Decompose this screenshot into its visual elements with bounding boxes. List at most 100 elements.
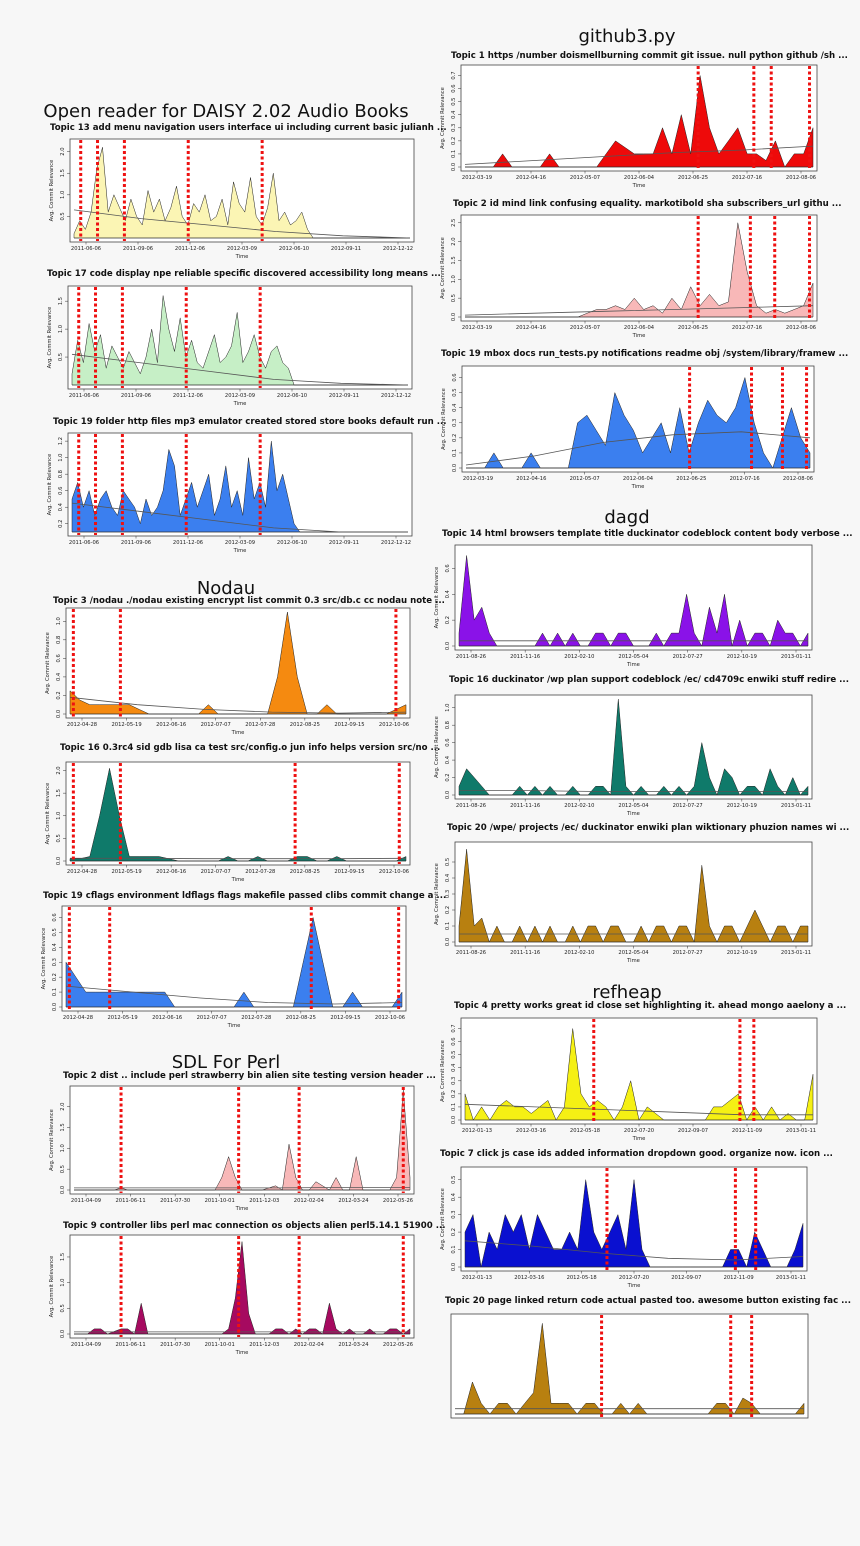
y-axis-label: Avg. Commit Relevance	[434, 863, 440, 925]
y-tick-label: 2.0	[451, 237, 457, 245]
x-tick-label: 2013-01-11	[781, 803, 811, 809]
y-axis-label: Avg. Commit Relevance	[49, 1109, 55, 1171]
y-tick-label: 0.2	[58, 520, 64, 528]
y-tick-label: 0.0	[451, 1263, 457, 1271]
x-tick-label: 2012-02-10	[564, 803, 594, 809]
y-tick-label: 0.6	[445, 564, 451, 572]
x-tick-label: 2012-06-10	[279, 246, 309, 252]
y-tick-label: 0.0	[445, 642, 451, 650]
y-axis-label: Avg. Commit Relevance	[440, 237, 446, 299]
y-axis-label: Avg. Commit Relevance	[45, 783, 51, 845]
y-axis-label: Avg. Commit Relevance	[440, 1188, 446, 1250]
x-tick-label: 2011-06-06	[69, 393, 99, 399]
y-tick-label: 0.2	[445, 773, 451, 781]
x-tick-label: 2011-09-06	[123, 246, 153, 252]
y-axis-label: Avg. Commit Relevance	[441, 388, 447, 450]
x-tick-label: 2012-04-16	[516, 175, 546, 181]
y-tick-label: 1.5	[60, 1123, 66, 1131]
x-tick-label: 2012-08-25	[286, 1015, 316, 1021]
y-tick-label: 0.6	[445, 739, 451, 747]
plot-frame	[454, 544, 813, 651]
x-tick-label: 2013-01-11	[781, 654, 811, 660]
x-tick-label: 2012-03-16	[516, 1128, 546, 1134]
trend-line	[465, 431, 811, 466]
y-tick-label: 0.6	[452, 373, 458, 381]
x-tick-label: 2012-06-04	[624, 325, 655, 331]
x-tick-label: 2011-12-03	[249, 1198, 279, 1204]
x-tick-label: 2012-07-27	[673, 803, 703, 809]
section-title-sdl: SDL For Perl	[171, 1052, 281, 1073]
area-series	[466, 377, 811, 469]
x-tick-label: 2012-09-07	[671, 1275, 701, 1281]
y-axis-label: Avg. Commit Relevance	[434, 567, 440, 629]
y-tick-label: 0.0	[52, 1003, 58, 1011]
y-tick-label: 0.6	[58, 487, 64, 495]
trend-line	[69, 696, 407, 714]
y-tick-label: 0.5	[451, 1051, 457, 1059]
chart-title: Topic 2 id mind link confusing equality.…	[453, 199, 842, 209]
x-tick-label: 2012-10-19	[727, 803, 757, 809]
y-axis-label: Avg. Commit Relevance	[440, 1040, 446, 1102]
y-tick-label: 1.2	[58, 437, 64, 445]
x-tick-label: 2012-05-04	[618, 654, 649, 660]
x-tick-label: 2012-03-16	[514, 1275, 544, 1281]
y-tick-label: 0.4	[445, 873, 451, 882]
x-tick-label: 2012-08-25	[290, 869, 320, 875]
x-tick-label: 2011-08-26	[456, 654, 486, 660]
y-tick-label: 1.0	[445, 704, 451, 712]
trend-line	[65, 985, 403, 1005]
x-tick-label: 2012-04-28	[63, 1015, 93, 1021]
x-tick-label: 2012-03-24	[338, 1198, 369, 1204]
y-tick-label: 0.0	[451, 1116, 457, 1124]
x-axis-label: Time	[233, 401, 247, 407]
x-tick-label: 2012-04-16	[516, 325, 546, 331]
chart-title: Topic 1 https /number doismellburning co…	[451, 51, 848, 61]
y-tick-label: 0.3	[451, 124, 457, 132]
y-tick-label: 0.0	[445, 938, 451, 946]
x-tick-label: 2012-12-12	[383, 246, 413, 252]
x-tick-label: 2012-09-11	[329, 540, 359, 546]
x-tick-label: 2011-11-16	[510, 654, 540, 660]
chart-title: Topic 19 mbox docs run_tests.py notifica…	[441, 349, 848, 359]
x-tick-label: 2011-12-06	[175, 246, 205, 252]
x-tick-label: 2012-07-28	[241, 1015, 271, 1021]
x-tick-label: 2012-07-27	[673, 654, 703, 660]
y-tick-label: 0.6	[451, 1037, 457, 1045]
y-tick-label: 1.0	[451, 275, 457, 283]
y-axis-label: Avg. Commit Relevance	[440, 87, 446, 149]
x-axis-label: Time	[233, 548, 247, 554]
y-axis-label: Avg. Commit Relevance	[47, 454, 53, 516]
x-tick-label: 2012-06-16	[156, 722, 186, 728]
y-tick-label: 0.0	[445, 791, 451, 799]
x-tick-label: 2012-06-25	[678, 175, 708, 181]
y-tick-label: 0.4	[451, 1063, 457, 1072]
y-tick-label: 0.0	[451, 163, 457, 171]
y-tick-label: 0.5	[56, 834, 62, 842]
y-tick-label: 0.4	[445, 589, 451, 598]
x-tick-label: 2012-03-09	[227, 246, 257, 252]
chart-title: Topic 13 add menu navigation users inter…	[50, 123, 447, 133]
chart-title: Topic 16 duckinator /wp plan support cod…	[449, 675, 849, 685]
y-tick-label: 0.5	[60, 1304, 66, 1312]
y-tick-label: 0.5	[60, 212, 66, 220]
x-tick-label: 2012-05-19	[111, 722, 141, 728]
x-tick-label: 2012-09-11	[331, 246, 361, 252]
x-axis-label: Time	[631, 484, 645, 490]
x-axis-label: Time	[632, 1136, 646, 1142]
x-axis-label: Time	[231, 730, 245, 736]
section-title-nodau: Nodau	[196, 578, 256, 599]
y-tick-label: 1.5	[56, 789, 62, 797]
x-tick-label: 2012-05-18	[567, 1275, 597, 1281]
y-tick-label: 0.2	[451, 137, 457, 145]
x-tick-label: 2012-01-13	[462, 1128, 492, 1134]
x-tick-label: 2012-07-16	[730, 476, 760, 482]
x-tick-label: 2012-07-07	[201, 722, 231, 728]
y-tick-label: 0.4	[451, 110, 457, 119]
x-tick-label: 2012-07-07	[201, 869, 231, 875]
y-tick-label: 0.2	[445, 906, 451, 914]
x-axis-label: Time	[626, 662, 640, 668]
